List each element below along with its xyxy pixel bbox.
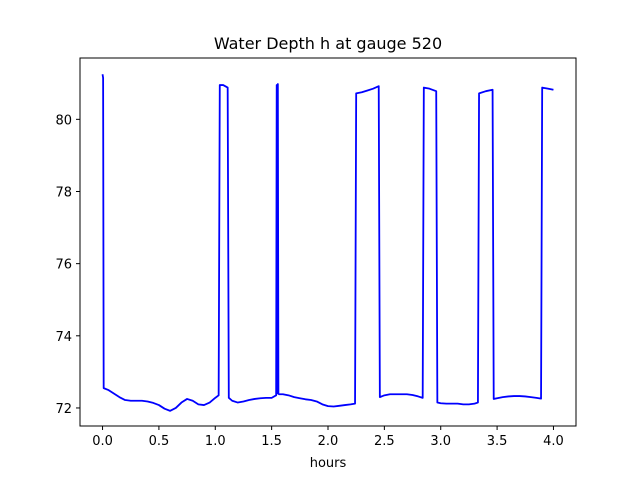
- y-tick-label: 78: [55, 185, 72, 200]
- x-tick-label: 0.5: [149, 434, 170, 449]
- y-tick-label: 74: [55, 330, 72, 345]
- x-tick-label: 1.5: [261, 434, 282, 449]
- y-tick-label: 72: [55, 402, 72, 417]
- x-tick-label: 2.0: [318, 434, 339, 449]
- y-tick-label: 80: [55, 113, 72, 128]
- x-tick-label: 3.0: [430, 434, 451, 449]
- x-tick-label: 3.5: [487, 434, 508, 449]
- x-tick-label: 0.0: [92, 434, 113, 449]
- x-tick-label: 4.0: [543, 434, 564, 449]
- series-line-0: [101, 74, 554, 412]
- chart-title: Water Depth h at gauge 520: [214, 34, 442, 53]
- x-tick-label: 2.5: [374, 434, 395, 449]
- x-axis-label: hours: [310, 456, 347, 471]
- x-tick-label: 1.0: [205, 434, 226, 449]
- y-tick-label: 76: [55, 258, 72, 273]
